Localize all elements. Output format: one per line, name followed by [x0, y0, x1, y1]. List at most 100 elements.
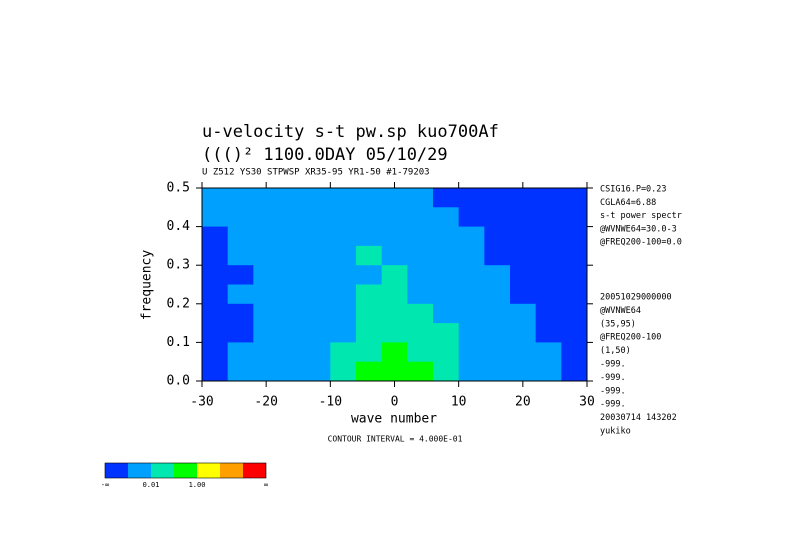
contour-cell — [330, 303, 357, 324]
x-tick-label: 10 — [451, 395, 467, 410]
footer: CONTOUR INTERVAL = 4.000E-01 — [328, 435, 463, 444]
contour-cell — [484, 303, 511, 324]
contour-cell — [202, 361, 229, 382]
contour-cell — [253, 284, 280, 305]
contour-cell — [535, 284, 562, 305]
y-tick-label: 0.4 — [167, 219, 191, 234]
contour-cell — [304, 245, 331, 266]
contour-cell — [433, 342, 460, 363]
contour-cell — [561, 342, 588, 363]
contour-cell — [510, 323, 537, 343]
contour-cell — [510, 361, 537, 382]
contour-cell — [304, 342, 331, 363]
contour-cell — [227, 303, 254, 324]
contour-cell — [330, 342, 357, 363]
contour-cell — [484, 323, 511, 343]
colorbar-swatch — [220, 463, 243, 478]
contour-cell — [279, 207, 306, 228]
contour-cell — [330, 226, 357, 247]
contour-cell — [433, 361, 460, 382]
contour-cell — [330, 284, 357, 305]
contour-cell — [484, 342, 511, 363]
contour-cell — [433, 265, 460, 285]
contour-cell — [330, 245, 357, 266]
contour-cell — [433, 323, 460, 343]
contour-cell — [279, 284, 306, 305]
contour-cell — [484, 284, 511, 305]
contour-cell — [279, 226, 306, 247]
contour-cell — [381, 284, 408, 305]
contour-cell — [407, 342, 434, 363]
contour-cell — [279, 323, 306, 343]
note: -999. — [600, 373, 626, 383]
contour-cell — [227, 342, 254, 363]
contour-cell — [433, 245, 460, 266]
contour-cell — [356, 188, 383, 208]
colorbar-label: 0.01 — [143, 481, 160, 489]
contour-cell — [356, 303, 383, 324]
contour-cell — [407, 188, 434, 208]
contour-cell — [279, 303, 306, 324]
contour-cell — [227, 245, 254, 266]
contour-cell — [535, 265, 562, 285]
contour-cell — [381, 303, 408, 324]
contour-cell — [561, 265, 588, 285]
contour-cell — [561, 303, 588, 324]
colorbar-swatch — [243, 463, 266, 478]
contour-cell — [561, 284, 588, 305]
contour-cell — [304, 188, 331, 208]
note: 20030714 143202 — [600, 413, 677, 423]
contour-cell — [510, 303, 537, 324]
contour-cell — [407, 284, 434, 305]
contour-cell — [381, 323, 408, 343]
contour-cell — [227, 284, 254, 305]
contour-cell — [227, 323, 254, 343]
contour-cell — [484, 361, 511, 382]
contour-cell — [535, 303, 562, 324]
contour-cell — [433, 303, 460, 324]
contour-cell — [356, 284, 383, 305]
contour-cell — [202, 207, 229, 228]
contour-cell — [381, 188, 408, 208]
contour-cell — [535, 245, 562, 266]
contour-cell — [356, 323, 383, 343]
x-tick-label: 0 — [391, 395, 399, 410]
colorbar-label: -∞ — [101, 481, 109, 489]
contour-cell — [458, 226, 485, 247]
colorbar-swatch — [197, 463, 220, 478]
contour-cell — [279, 245, 306, 266]
contour-cell — [407, 303, 434, 324]
contour-cell — [356, 342, 383, 363]
note: -999. — [600, 360, 626, 370]
contour-cell — [484, 188, 511, 208]
x-tick-label: 20 — [515, 395, 531, 410]
contour-cell — [202, 284, 229, 305]
note: 20051029000000 — [600, 293, 672, 303]
contour-cell — [433, 188, 460, 208]
contour-cell — [304, 226, 331, 247]
y-tick-label: 0.1 — [167, 335, 190, 350]
x-tick-label: 30 — [579, 395, 595, 410]
colorbar-label: 1.00 — [189, 481, 206, 489]
contour-cell — [458, 342, 485, 363]
contour-cell — [510, 265, 537, 285]
contour-cell — [381, 342, 408, 363]
chart-title: u-velocity s-t pw.sp kuo700Af — [202, 122, 499, 142]
contour-cell — [304, 303, 331, 324]
contour-cell — [510, 245, 537, 266]
contour-cell — [279, 188, 306, 208]
note: (35,95) — [600, 319, 636, 329]
contour-cell — [227, 361, 254, 382]
contour-cell — [407, 226, 434, 247]
contour-cell — [561, 323, 588, 343]
note: s-t power spectr — [600, 211, 682, 221]
contour-cell — [407, 207, 434, 228]
x-tick-label: -10 — [319, 395, 342, 410]
note: yukiko — [600, 427, 631, 437]
contour-cell — [253, 361, 280, 382]
contour-cell — [330, 265, 357, 285]
contour-cell — [279, 361, 306, 382]
contour-cell — [561, 188, 588, 208]
contour-cell — [356, 226, 383, 247]
